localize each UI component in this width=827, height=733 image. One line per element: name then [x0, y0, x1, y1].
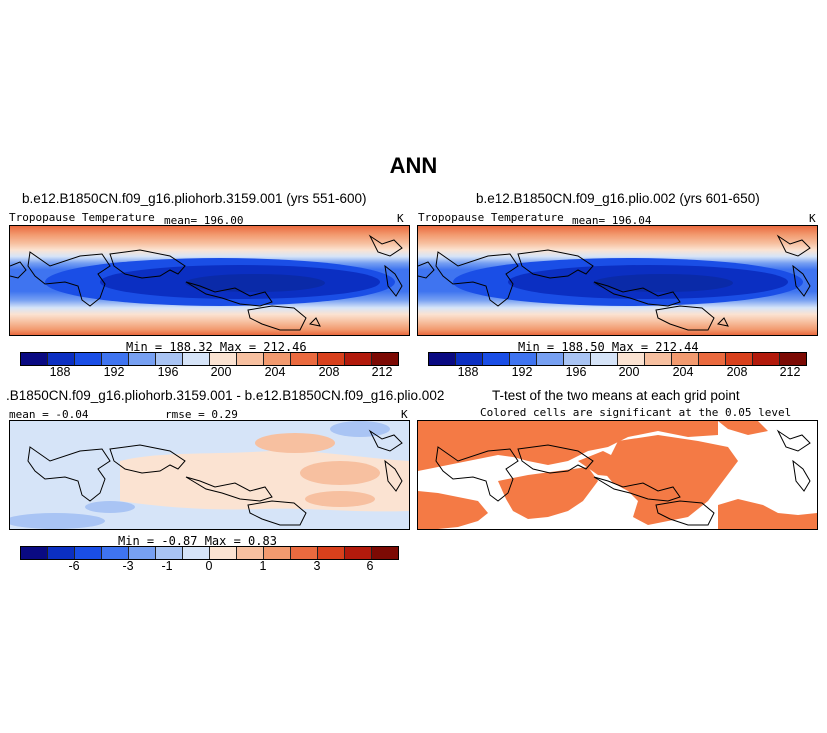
colorbar-tick-label: 188: [49, 365, 71, 379]
colorbar-tick-label: 192: [511, 365, 533, 379]
colorbar-tick-label: -1: [161, 559, 173, 573]
colorbar-swatch: [591, 353, 618, 365]
colorbar-swatch: [75, 547, 102, 559]
colorbar-swatch: [48, 547, 75, 559]
panel2-colorbar: [428, 352, 807, 366]
colorbar-swatch: [699, 353, 726, 365]
colorbar-tick-label: 208: [726, 365, 748, 379]
panel2-case-title: b.e12.B1850CN.f09_g16.plio.002 (yrs 601-…: [476, 191, 760, 206]
colorbar-swatch: [645, 353, 672, 365]
panel1-colorbar: [20, 352, 399, 366]
colorbar-swatch: [780, 353, 806, 365]
colorbar-swatch: [48, 353, 75, 365]
colorbar-swatch: [429, 353, 456, 365]
panel1-mean-label: mean= 196.00: [164, 214, 244, 227]
colorbar-tick-label: 196: [565, 365, 587, 379]
panel1-map: [9, 225, 410, 336]
colorbar-tick-label: 204: [672, 365, 694, 379]
colorbar-swatch: [210, 353, 237, 365]
panel2-minmax: Min = 188.50 Max = 212.44: [518, 340, 699, 354]
colorbar-swatch: [291, 353, 318, 365]
colorbar-swatch: [183, 353, 210, 365]
panel4-significance-map: [417, 420, 818, 530]
panel3-colorbar: [20, 546, 399, 560]
colorbar-tick-label: -6: [68, 559, 80, 573]
colorbar-tick-label: 196: [157, 365, 179, 379]
colorbar-swatch: [372, 547, 398, 559]
colorbar-swatch: [156, 353, 183, 365]
colorbar-swatch: [21, 353, 48, 365]
panel1-minmax: Min = 188.32 Max = 212.46: [126, 340, 307, 354]
panel4-subtitle: Colored cells are significant at the 0.0…: [480, 406, 792, 419]
panel2-mean-label: mean= 196.04: [572, 214, 652, 227]
colorbar-tick-label: 188: [457, 365, 479, 379]
colorbar-tick-label: 0: [205, 559, 213, 573]
colorbar-tick-label: 212: [371, 365, 393, 379]
colorbar-swatch: [102, 547, 129, 559]
colorbar-swatch: [537, 353, 564, 365]
colorbar-swatch: [318, 547, 345, 559]
colorbar-swatch: [726, 353, 753, 365]
figure-title: ANN: [389, 153, 438, 178]
colorbar-swatch: [102, 353, 129, 365]
colorbar-swatch: [564, 353, 591, 365]
colorbar-swatch: [345, 547, 372, 559]
panel1-units-label: K: [397, 212, 404, 225]
panel3-rmse-label: rmse = 0.29: [165, 408, 238, 421]
colorbar-swatch: [264, 353, 291, 365]
colorbar-tick-label: 1: [259, 559, 267, 573]
colorbar-swatch: [237, 547, 264, 559]
colorbar-swatch: [237, 353, 264, 365]
panel1-variable-label: Tropopause Temperature: [9, 211, 155, 224]
colorbar-tick-label: 204: [264, 365, 286, 379]
panel4-title: T-test of the two means at each grid poi…: [492, 388, 740, 403]
colorbar-tick-label: 212: [779, 365, 801, 379]
colorbar-swatch: [291, 547, 318, 559]
colorbar-tick-label: 192: [103, 365, 125, 379]
colorbar-swatch: [75, 353, 102, 365]
panel3-case-title: .B1850CN.f09_g16.pliohorb.3159.001 - b.e…: [6, 388, 445, 403]
colorbar-swatch: [210, 547, 237, 559]
colorbar-swatch: [483, 353, 510, 365]
panel3-units-label: K: [401, 408, 408, 421]
colorbar-swatch: [618, 353, 645, 365]
colorbar-swatch: [345, 353, 372, 365]
panel2-units-label: K: [809, 212, 816, 225]
colorbar-tick-label: -3: [122, 559, 134, 573]
colorbar-tick-label: 3: [313, 559, 321, 573]
colorbar-swatch: [183, 547, 210, 559]
colorbar-swatch: [372, 353, 398, 365]
significant-region: [418, 421, 817, 529]
panel2-map: [417, 225, 818, 336]
panel2-colorbar-ticks: 188 192 196 200 204 208 212: [428, 365, 807, 381]
colorbar-swatch: [129, 353, 156, 365]
colorbar-swatch: [21, 547, 48, 559]
panel3-difference-map: [9, 420, 410, 530]
colorbar-tick-label: 200: [210, 365, 232, 379]
colorbar-tick-label: 208: [318, 365, 340, 379]
panel1-colorbar-ticks: 188 192 196 200 204 208 212: [20, 365, 399, 381]
panel3-mean-label: mean = -0.04: [9, 408, 89, 421]
colorbar-swatch: [318, 353, 345, 365]
colorbar-tick-label: 200: [618, 365, 640, 379]
colorbar-swatch: [129, 547, 156, 559]
colorbar-swatch: [753, 353, 780, 365]
colorbar-swatch: [510, 353, 537, 365]
panel3-colorbar-ticks: -6 -3 -1 0 1 3 6: [20, 559, 399, 575]
colorbar-swatch: [264, 547, 291, 559]
colorbar-swatch: [456, 353, 483, 365]
panel1-case-title: b.e12.B1850CN.f09_g16.pliohorb.3159.001 …: [22, 191, 367, 206]
colorbar-swatch: [156, 547, 183, 559]
colorbar-tick-label: 6: [366, 559, 374, 573]
panel3-minmax: Min = -0.87 Max = 0.83: [118, 534, 277, 548]
colorbar-swatch: [672, 353, 699, 365]
panel2-variable-label: Tropopause Temperature: [418, 211, 564, 224]
